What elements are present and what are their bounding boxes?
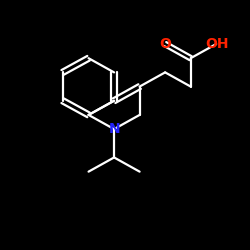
Text: O: O [159, 36, 171, 51]
Text: OH: OH [205, 37, 229, 51]
Text: N: N [108, 122, 120, 136]
